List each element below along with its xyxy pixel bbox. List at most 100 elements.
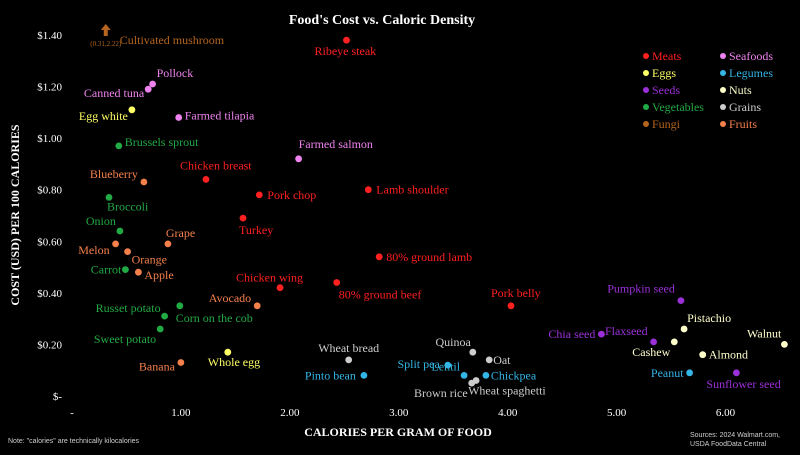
legend-marker bbox=[643, 87, 649, 93]
x-axis-label: CALORIES PER GRAM OF FOOD bbox=[304, 425, 492, 439]
x-tick-label: 2.00 bbox=[280, 407, 300, 419]
data-point bbox=[680, 325, 688, 333]
data-point-label: Grape bbox=[166, 226, 195, 240]
data-point bbox=[124, 248, 131, 256]
source-line: Sources: 2024 Walmart.com, bbox=[690, 432, 780, 439]
data-point bbox=[598, 330, 605, 338]
legend: Meats Seafoods Eggs Legumes Seeds Nuts Vegetab… bbox=[643, 49, 773, 131]
data-point-label: Wheat spaghetti bbox=[468, 384, 546, 398]
legend-marker bbox=[720, 87, 726, 93]
data-point-label: Chicken wing bbox=[236, 271, 303, 285]
data-point-label: Sunflower seed bbox=[706, 377, 780, 391]
data-point bbox=[144, 85, 152, 93]
data-point bbox=[472, 377, 480, 384]
data-point-label: Blueberry bbox=[90, 167, 138, 181]
y-tick-label: $1.00 bbox=[37, 133, 62, 145]
data-point-label: Cultivated mushroom bbox=[120, 33, 225, 47]
data-point-label: Brown rice bbox=[414, 386, 468, 400]
legend-marker bbox=[720, 70, 726, 76]
data-point-label: Peanut bbox=[651, 366, 684, 380]
data-point-label: Apple bbox=[144, 268, 173, 282]
data-point bbox=[156, 325, 164, 333]
data-point-label: Pumpkin seed bbox=[607, 282, 675, 296]
data-point-label: Sweet potato bbox=[94, 332, 156, 346]
data-point bbox=[345, 356, 353, 364]
data-point bbox=[255, 191, 263, 199]
data-point bbox=[699, 351, 707, 359]
data-point-label: Quinoa bbox=[435, 335, 471, 349]
data-point-label: Split pea bbox=[397, 357, 440, 371]
legend-item-label: Vegetables bbox=[652, 100, 704, 114]
data-point bbox=[343, 36, 350, 44]
data-point-label: Chickpea bbox=[491, 368, 537, 382]
y-tick-label: $0.60 bbox=[37, 236, 62, 248]
data-point bbox=[177, 359, 185, 366]
data-labels: Ribeye steak Chicken breast Pork chop Lamb … bbox=[78, 33, 782, 400]
data-point bbox=[482, 372, 490, 379]
y-tick-label: $0.20 bbox=[37, 339, 62, 351]
data-point-label: Melon bbox=[78, 243, 109, 257]
data-point bbox=[507, 302, 515, 310]
data-point-label: Flaxseed bbox=[605, 324, 648, 338]
data-point bbox=[128, 106, 136, 114]
legend-item-label: Fungi bbox=[652, 117, 681, 131]
data-point-label: Cashew bbox=[632, 345, 670, 359]
offscale-coordinate-label: (0.31,2.22) bbox=[90, 40, 122, 48]
data-point bbox=[135, 268, 142, 276]
y-tick-label: $0.80 bbox=[37, 185, 62, 197]
data-point-label: Whole egg bbox=[208, 355, 260, 369]
source-line: USDA FoodData Central bbox=[690, 441, 767, 448]
data-point-label: 80% ground beef bbox=[339, 288, 422, 302]
data-point bbox=[360, 372, 368, 379]
data-point-label: Lentil bbox=[431, 359, 460, 373]
offscale-arrow-icon bbox=[100, 24, 111, 36]
legend-item-label: Fruits bbox=[729, 117, 757, 131]
data-point-label: Russet potato bbox=[96, 301, 161, 315]
data-point-label: Banana bbox=[139, 360, 176, 374]
data-point bbox=[444, 361, 452, 369]
y-tick-label: $0.40 bbox=[37, 288, 62, 300]
data-point bbox=[650, 338, 657, 346]
data-point bbox=[105, 194, 113, 201]
data-point bbox=[733, 369, 740, 377]
data-point bbox=[176, 302, 184, 310]
data-point bbox=[781, 341, 788, 348]
data-point bbox=[149, 80, 157, 88]
data-point-label: Oat bbox=[493, 353, 511, 367]
legend-item-label: Seeds bbox=[652, 83, 680, 97]
data-point bbox=[469, 348, 477, 356]
legend-marker bbox=[643, 121, 649, 127]
data-point-label: Ribeye steak bbox=[315, 44, 377, 58]
data-point-label: Almond bbox=[709, 348, 748, 362]
data-point bbox=[164, 240, 172, 248]
legend-marker bbox=[720, 121, 726, 127]
data-point bbox=[460, 372, 468, 379]
data-point bbox=[253, 302, 261, 310]
data-point-label: Pollock bbox=[157, 66, 194, 80]
data-points bbox=[100, 24, 788, 387]
legend-marker bbox=[643, 53, 649, 59]
data-point bbox=[112, 240, 119, 248]
data-point-label: Brussels sprout bbox=[125, 135, 199, 149]
data-point bbox=[161, 312, 169, 320]
data-point bbox=[224, 348, 232, 356]
legend-item-label: Seafoods bbox=[729, 49, 773, 63]
data-point bbox=[239, 214, 247, 222]
legend-item-label: Meats bbox=[652, 49, 682, 63]
legend-marker bbox=[643, 70, 649, 76]
data-point-label: Wheat bread bbox=[318, 341, 379, 355]
data-point bbox=[175, 114, 183, 121]
legend-marker bbox=[720, 53, 726, 59]
data-point bbox=[276, 284, 284, 292]
data-point-label: Carrot bbox=[91, 263, 122, 277]
data-point-label: Turkey bbox=[239, 223, 273, 237]
data-point bbox=[295, 155, 302, 163]
data-point-label: Chia seed bbox=[548, 327, 595, 341]
data-point-label: Walnut bbox=[747, 326, 782, 340]
data-point bbox=[364, 186, 372, 194]
data-point bbox=[375, 253, 383, 261]
legend-item-label: Eggs bbox=[652, 66, 676, 80]
legend-item-label: Grains bbox=[729, 100, 761, 114]
data-point-label: Pork chop bbox=[267, 188, 316, 202]
